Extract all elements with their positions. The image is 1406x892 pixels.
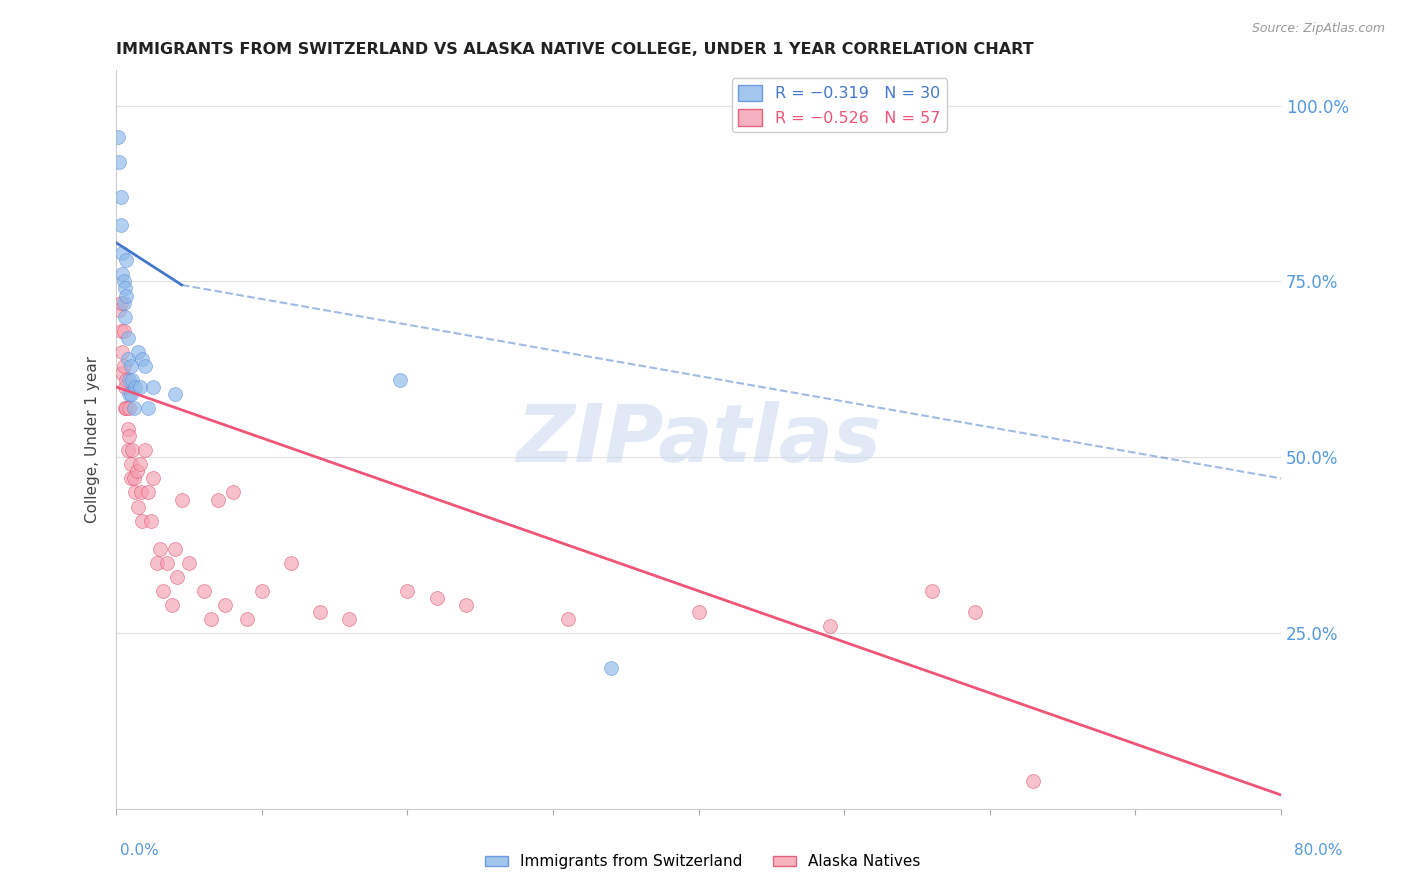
Point	[425, 591, 447, 605]
Point	[111, 246, 134, 260]
Point	[454, 598, 477, 612]
Point	[120, 359, 142, 373]
Point	[193, 583, 215, 598]
Point	[250, 583, 273, 598]
Point	[118, 401, 141, 415]
Point	[222, 485, 245, 500]
Point	[160, 598, 183, 612]
Point	[128, 380, 150, 394]
Point	[110, 218, 132, 232]
Point	[177, 556, 200, 570]
Point	[122, 401, 145, 415]
Point	[163, 387, 186, 401]
Point	[107, 130, 129, 145]
Point	[111, 268, 134, 282]
Point	[214, 598, 236, 612]
Point	[389, 373, 412, 387]
Text: IMMIGRANTS FROM SWITZERLAND VS ALASKA NATIVE COLLEGE, UNDER 1 YEAR CORRELATION C: IMMIGRANTS FROM SWITZERLAND VS ALASKA NA…	[117, 42, 1033, 57]
Point	[108, 302, 131, 317]
Point	[156, 556, 179, 570]
Point	[134, 443, 156, 458]
Point	[121, 373, 143, 387]
Legend: R = −0.319   N = 30, R = −0.526   N = 57: R = −0.319 N = 30, R = −0.526 N = 57	[733, 78, 946, 132]
Point	[111, 344, 134, 359]
Point	[557, 612, 579, 626]
Point	[117, 331, 139, 345]
Point	[280, 556, 302, 570]
Point	[117, 443, 139, 458]
Point	[124, 485, 146, 500]
Point	[136, 485, 159, 500]
Point	[124, 380, 146, 394]
Point	[118, 373, 141, 387]
Point	[120, 458, 142, 472]
Point	[142, 380, 165, 394]
Legend: Immigrants from Switzerland, Alaska Natives: Immigrants from Switzerland, Alaska Nati…	[479, 848, 927, 875]
Point	[141, 514, 163, 528]
Point	[152, 583, 174, 598]
Point	[110, 295, 132, 310]
Point	[146, 556, 169, 570]
Point	[149, 541, 172, 556]
Point	[114, 380, 136, 394]
Point	[236, 612, 259, 626]
Text: 0.0%: 0.0%	[120, 843, 159, 858]
Point	[688, 605, 710, 619]
Point	[120, 471, 142, 485]
Point	[134, 359, 156, 373]
Point	[128, 458, 150, 472]
Point	[115, 401, 138, 415]
Point	[112, 275, 135, 289]
Point	[112, 295, 135, 310]
Point	[131, 514, 153, 528]
Point	[965, 605, 987, 619]
Point	[600, 661, 623, 675]
Y-axis label: College, Under 1 year: College, Under 1 year	[86, 356, 100, 524]
Text: 80.0%: 80.0%	[1295, 843, 1343, 858]
Text: ZIPatlas: ZIPatlas	[516, 401, 882, 479]
Point	[396, 583, 419, 598]
Point	[115, 373, 138, 387]
Point	[125, 464, 148, 478]
Point	[120, 387, 142, 401]
Point	[131, 351, 153, 366]
Point	[115, 253, 138, 268]
Point	[207, 492, 229, 507]
Point	[129, 485, 152, 500]
Point	[121, 443, 143, 458]
Point	[142, 471, 165, 485]
Point	[127, 500, 149, 514]
Point	[118, 387, 141, 401]
Point	[1022, 773, 1045, 788]
Point	[108, 154, 131, 169]
Point	[337, 612, 360, 626]
Point	[818, 619, 841, 633]
Point	[200, 612, 222, 626]
Point	[114, 281, 136, 295]
Point	[117, 422, 139, 436]
Point	[170, 492, 193, 507]
Point	[309, 605, 332, 619]
Point	[166, 570, 188, 584]
Point	[114, 401, 136, 415]
Point	[114, 310, 136, 324]
Point	[136, 401, 159, 415]
Point	[122, 471, 145, 485]
Text: Source: ZipAtlas.com: Source: ZipAtlas.com	[1251, 22, 1385, 36]
Point	[127, 344, 149, 359]
Point	[163, 541, 186, 556]
Point	[117, 351, 139, 366]
Point	[111, 366, 134, 380]
Point	[112, 324, 135, 338]
Point	[115, 288, 138, 302]
Point	[921, 583, 943, 598]
Point	[112, 359, 135, 373]
Point	[110, 324, 132, 338]
Point	[110, 190, 132, 204]
Point	[118, 429, 141, 443]
